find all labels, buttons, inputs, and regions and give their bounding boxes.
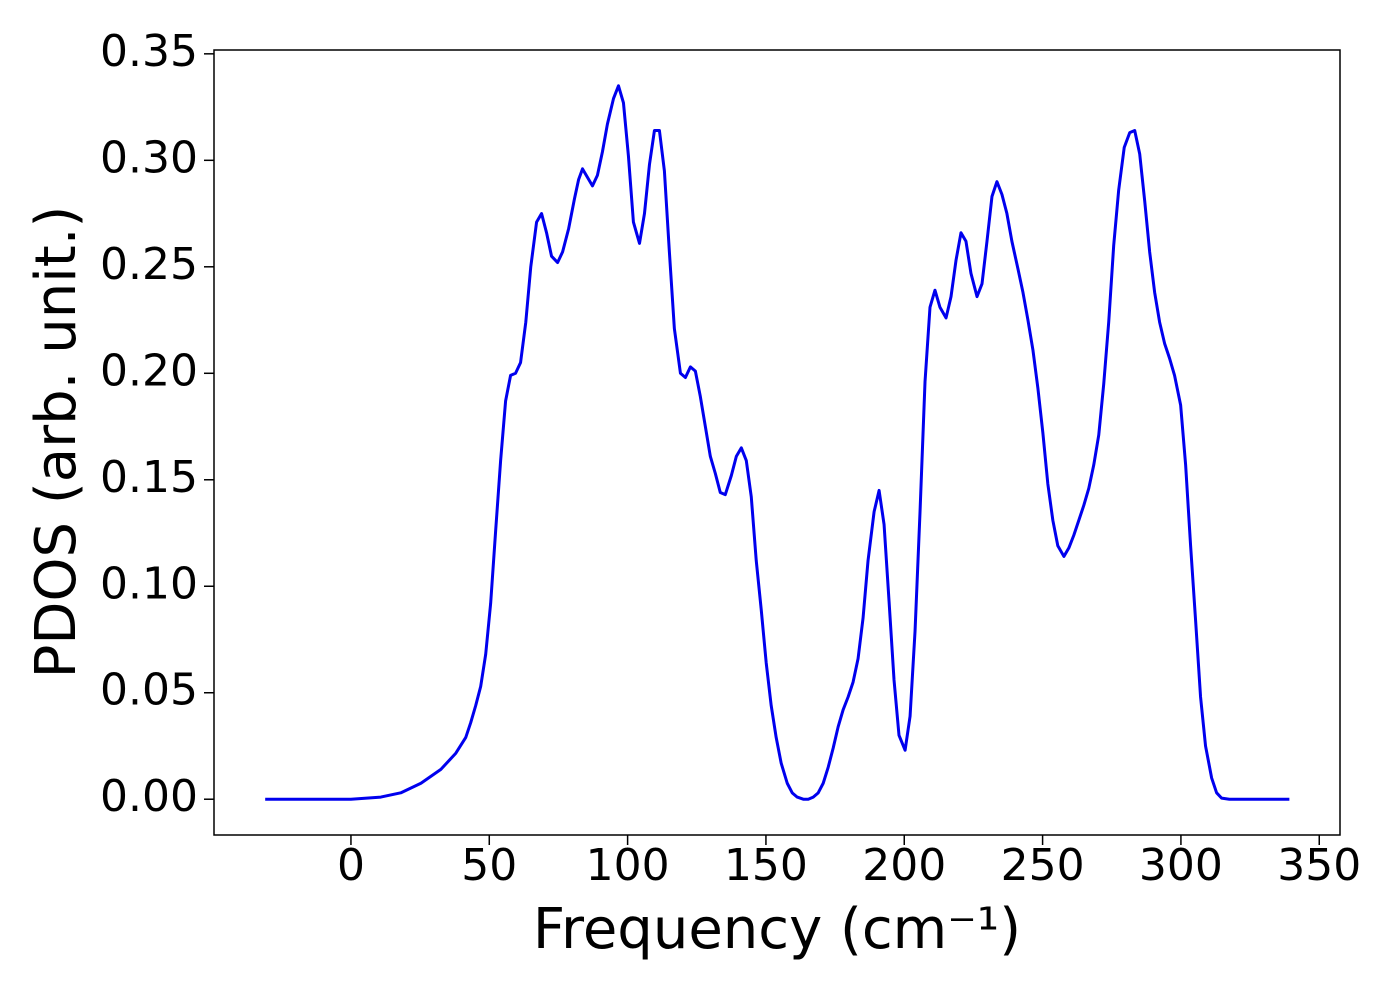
y-tick-label: 0.05 [100,665,198,716]
pdos-line [265,84,1290,801]
y-tick-label: 0.00 [100,771,198,822]
x-tick-label: 0 [337,840,365,891]
y-tick-label: 0.30 [100,132,198,183]
x-tick-label: 350 [1277,840,1361,891]
x-tick-label: 300 [1139,840,1223,891]
x-axis-label: Frequency (cm⁻¹) [533,897,1021,962]
x-tick-label: 250 [1001,840,1085,891]
y-axis-label: PDOS (arb. unit.) [24,206,89,679]
x-tick-label: 150 [724,840,808,891]
x-tick-label: 50 [461,840,517,891]
x-tick-label: 100 [586,840,670,891]
y-tick-label: 0.25 [100,239,198,290]
y-tick-label: 0.15 [100,452,198,503]
plot-frame [213,49,1341,836]
y-tick-label: 0.35 [100,26,198,77]
y-tick-label: 0.10 [100,558,198,609]
y-tick-label: 0.20 [100,345,198,396]
x-tick-label: 200 [862,840,946,891]
